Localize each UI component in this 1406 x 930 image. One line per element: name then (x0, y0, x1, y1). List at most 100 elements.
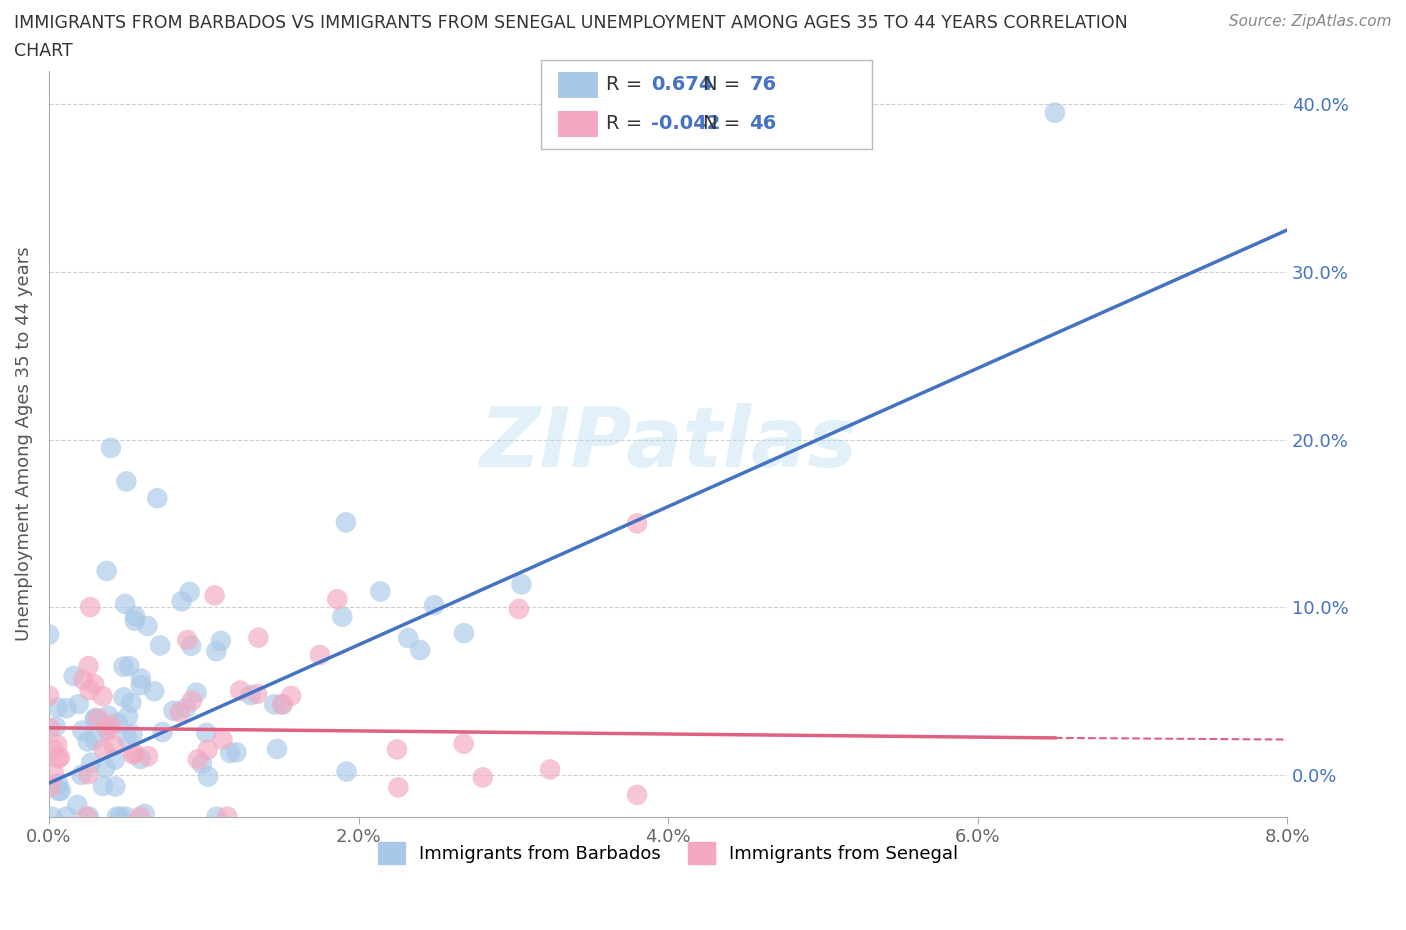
Point (186, 685, 208, 700)
Text: 46: 46 (749, 114, 776, 133)
Point (409, 643, 432, 658)
Point (96, 723, 118, 737)
Point (136, 618, 159, 633)
Text: R =: R = (606, 114, 648, 133)
Text: IMMIGRANTS FROM BARBADOS VS IMMIGRANTS FROM SENEGAL UNEMPLOYMENT AMONG AGES 35 T: IMMIGRANTS FROM BARBADOS VS IMMIGRANTS F… (14, 14, 1128, 32)
Point (187, 752, 209, 767)
Point (67, 697, 90, 711)
Point (110, 809, 132, 824)
Point (195, 725, 218, 740)
Point (129, 751, 152, 766)
Point (87, 711, 110, 726)
Point (76, 734, 98, 749)
Text: N =: N = (703, 114, 747, 133)
Point (247, 631, 270, 645)
Point (84, 711, 107, 725)
Point (38, 627, 60, 642)
Point (115, 731, 138, 746)
Point (174, 700, 197, 715)
Point (46, 700, 69, 715)
Point (55, 809, 77, 824)
Point (136, 749, 159, 764)
Point (219, 746, 242, 761)
Point (105, 809, 128, 824)
Point (471, 770, 494, 785)
Point (100, 441, 122, 456)
Point (385, 742, 408, 757)
Point (266, 741, 288, 756)
Point (169, 705, 191, 720)
Point (46, 751, 69, 765)
Text: ZIPatlas: ZIPatlas (479, 404, 858, 485)
Point (96, 564, 118, 578)
Point (93, 741, 115, 756)
Point (280, 688, 302, 703)
Point (508, 602, 530, 617)
Point (124, 746, 146, 761)
Point (152, 724, 174, 739)
Point (55, 701, 77, 716)
Point (176, 632, 198, 647)
Point (335, 764, 357, 779)
Point (239, 687, 262, 702)
Point (42, 765, 65, 780)
Point (77, 767, 100, 782)
Point (246, 686, 269, 701)
Point (271, 697, 294, 711)
Point (453, 737, 475, 751)
Text: 0.674: 0.674 (651, 75, 713, 94)
Point (104, 779, 127, 794)
Point (94, 761, 117, 776)
Point (115, 809, 138, 824)
Point (121, 727, 143, 742)
Point (263, 697, 285, 711)
Point (209, 633, 232, 648)
Point (112, 690, 135, 705)
Text: -0.042: -0.042 (651, 114, 720, 133)
Point (197, 742, 219, 757)
Point (225, 745, 247, 760)
Point (335, 515, 357, 530)
Point (41, 809, 63, 824)
Point (204, 588, 226, 603)
Text: N =: N = (703, 75, 747, 94)
Point (91, 778, 114, 793)
Point (117, 709, 139, 724)
Text: 76: 76 (749, 75, 776, 94)
Point (205, 809, 228, 824)
Point (229, 684, 252, 698)
Point (103, 738, 125, 753)
Point (423, 598, 446, 613)
Point (538, 762, 561, 777)
Point (77, 658, 100, 673)
Point (100, 718, 122, 733)
Point (49, 783, 72, 798)
Point (38, 688, 60, 703)
Point (124, 608, 146, 623)
Point (149, 638, 172, 653)
Text: R =: R = (606, 75, 648, 94)
Point (83, 677, 105, 692)
Point (91, 689, 114, 704)
Point (115, 474, 138, 489)
Point (42, 741, 65, 756)
Point (79, 600, 101, 615)
Point (626, 788, 648, 803)
Point (129, 671, 152, 686)
Point (179, 585, 201, 600)
Point (134, 806, 156, 821)
Point (79, 683, 101, 698)
Text: Source: ZipAtlas.com: Source: ZipAtlas.com (1229, 14, 1392, 29)
Point (45, 719, 67, 734)
Point (118, 658, 141, 673)
Point (180, 638, 202, 653)
Point (46, 777, 69, 791)
Point (83, 733, 105, 748)
Point (205, 644, 228, 658)
Point (77, 809, 100, 824)
Point (162, 703, 184, 718)
Point (66, 797, 89, 812)
Point (453, 626, 475, 641)
Point (46, 737, 69, 752)
Point (180, 693, 202, 708)
